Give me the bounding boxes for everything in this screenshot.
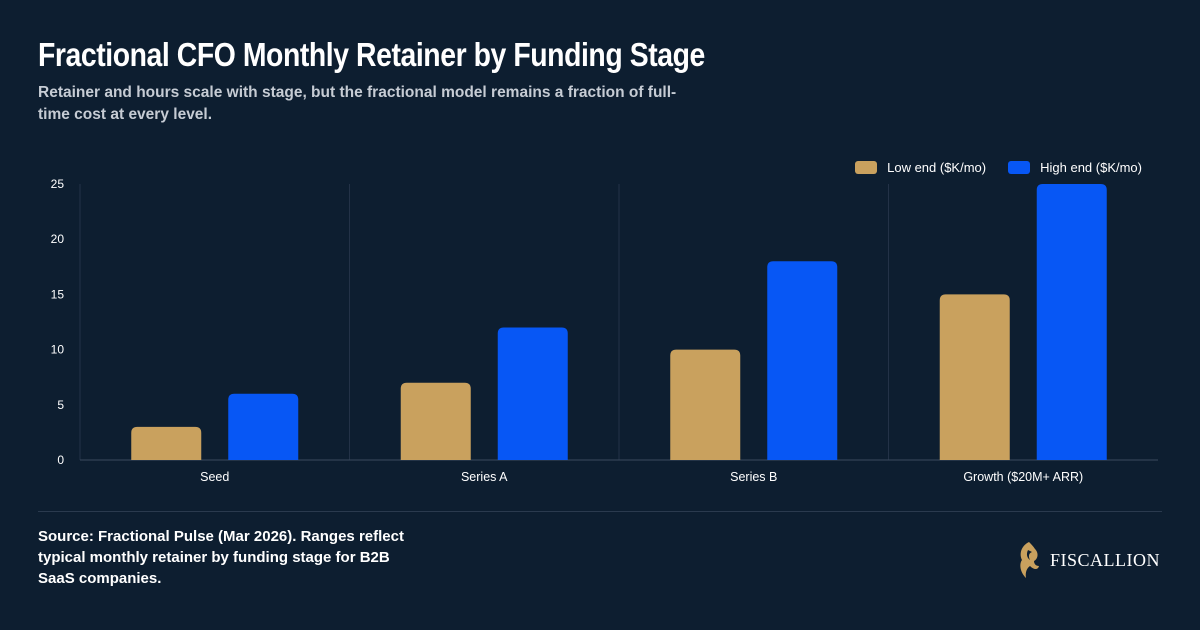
y-tick-label: 0 <box>57 453 64 467</box>
brand-name: FISCALLION <box>1049 549 1160 570</box>
legend-item-high: High end ($K/mo) <box>1008 160 1142 175</box>
y-tick-label: 15 <box>51 287 65 301</box>
y-tick-label: 20 <box>51 232 65 246</box>
bar-low <box>131 426 202 460</box>
brand-logo: FISCALLION <box>1016 540 1160 580</box>
footer-divider <box>38 511 1162 512</box>
legend-item-low: Low end ($K/mo) <box>855 160 986 175</box>
chart-subtitle: Retainer and hours scale with stage, but… <box>38 84 677 123</box>
legend-swatch-high <box>1008 161 1031 174</box>
bar-high <box>1036 184 1107 460</box>
x-tick-label: Seed <box>200 470 229 484</box>
legend-swatch-low <box>855 161 878 174</box>
y-tick-label: 25 <box>51 177 65 191</box>
bar-high <box>767 261 838 460</box>
legend-label-high: High end ($K/mo) <box>1040 160 1142 175</box>
x-tick-label: Growth ($20M+ ARR) <box>963 470 1083 484</box>
source-note: Source: Fractional Pulse (Mar 2026). Ran… <box>38 528 404 587</box>
chart-legend: Low end ($K/mo) High end ($K/mo) <box>855 160 1142 175</box>
legend-label-low: Low end ($K/mo) <box>887 160 987 175</box>
bar-low <box>400 382 471 460</box>
bar-high <box>497 327 568 460</box>
x-tick-label: Series A <box>461 470 508 484</box>
bar-low <box>670 349 741 460</box>
y-tick-label: 5 <box>57 398 64 412</box>
bar-chart: 0 5 10 15 20 25 Seed Series A Series B Growth ($2… <box>51 177 1158 484</box>
y-tick-label: 10 <box>51 343 65 357</box>
x-tick-label: Series B <box>730 470 777 484</box>
lion-head-icon <box>1020 542 1039 578</box>
bar-high <box>228 393 299 460</box>
chart-title: Fractional CFO Monthly Retainer by Fundi… <box>38 36 705 73</box>
bar-low <box>939 294 1010 460</box>
